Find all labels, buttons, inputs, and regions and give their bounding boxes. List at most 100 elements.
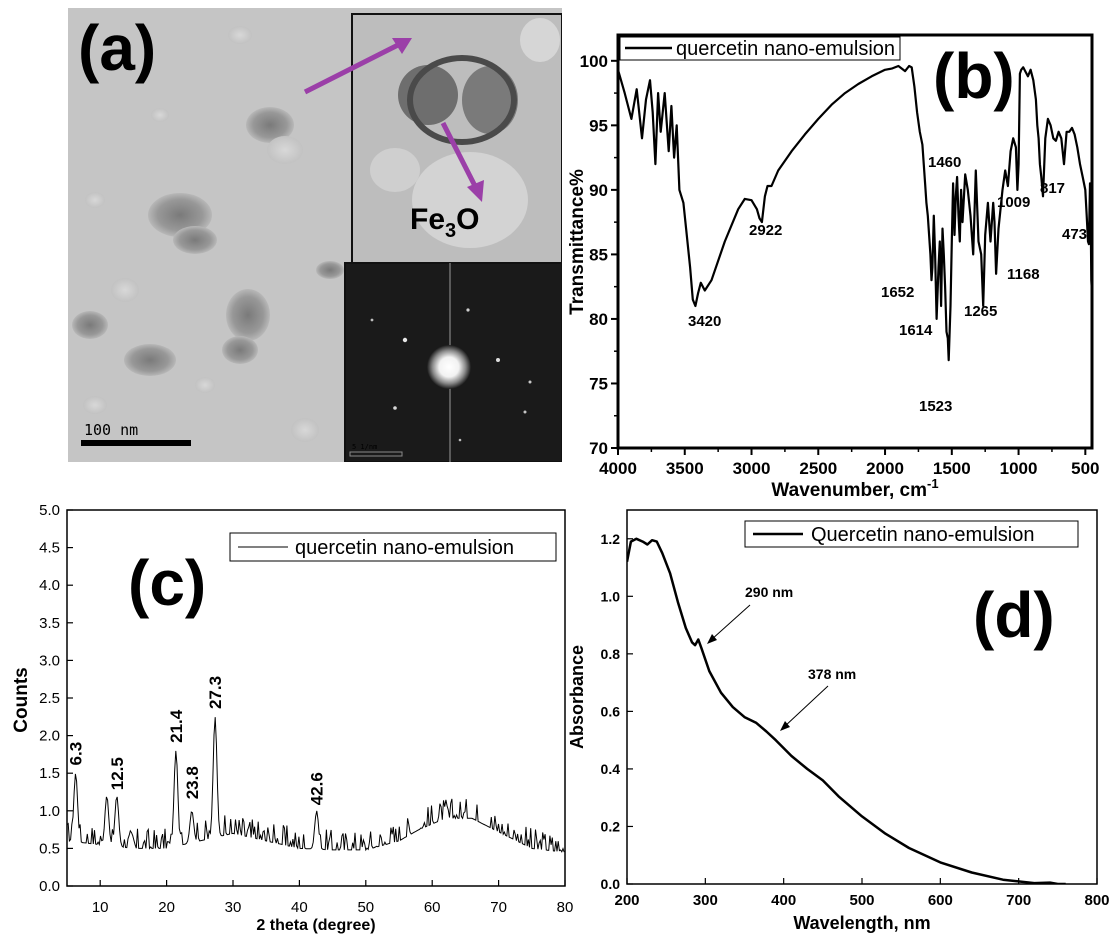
chart-b-ylabel: Transmittance%	[567, 169, 588, 315]
chart-c-peak-label: 27.3	[206, 676, 225, 709]
chart-d-legend-text: Quercetin nano-emulsion	[811, 524, 1034, 546]
chart-d-grid-and-ticks: 200 300 400 500 600 700 800 0.0 0.2 0.4 0.6 0.8 1.0 1…	[601, 531, 1110, 909]
chart-d-ytick-label: 0.4	[601, 761, 621, 777]
peak-label-1168: 1168	[1007, 266, 1040, 283]
chart-d-xtick-label: 200	[614, 892, 639, 909]
chart-c-xtick-label: 30	[225, 899, 242, 916]
peak-label-473: 473	[1062, 226, 1087, 243]
chart-c-legend-text: quercetin nano-emulsion	[295, 537, 514, 559]
chart-b-xtick-label: 1500	[933, 459, 971, 478]
chart-c-ytick-label: 2.5	[39, 690, 60, 707]
chart-c-ytick-label: 4.5	[39, 540, 60, 557]
chart-c-grid-and-ticks: 10 20 30 40 50 60 70 80 0.0 0.5 1.0 1.5 2.0 2.5 3.0 3.5…	[39, 502, 573, 916]
chart-b-frame	[616, 33, 1094, 450]
tem-particle	[222, 336, 258, 364]
tem-particle	[85, 192, 105, 208]
chart-c-xtick-label: 40	[291, 899, 308, 916]
annotation-290nm: 290 nm	[745, 584, 793, 600]
chart-d-ytick-label: 0.6	[601, 703, 621, 719]
panel-d-uvvis-chart: 200 300 400 500 600 700 800 0.0 0.2 0.4 0.6 0.8 1.0 1…	[567, 509, 1110, 933]
peak-label-1460: 1460	[928, 154, 961, 171]
chart-c-peak-label: 21.4	[167, 709, 186, 743]
chart-c-xtick-label: 50	[357, 899, 374, 916]
chart-d-ytick-label: 0.8	[601, 646, 621, 662]
chart-d-ylabel: Absorbance	[567, 645, 587, 749]
chart-c-ytick-label: 4.0	[39, 577, 60, 594]
chart-d-ytick-label: 0.0	[601, 876, 621, 892]
chart-c-ytick-label: 2.0	[39, 728, 60, 745]
chart-d-xlabel: Wavelength, nm	[793, 913, 930, 933]
tem-particle	[124, 344, 176, 376]
tem-particle	[228, 26, 252, 44]
panel-label-c: (c)	[128, 547, 206, 619]
chart-c-xtick-label: 20	[158, 899, 175, 916]
annotation-378nm: 378 nm	[808, 666, 856, 682]
chart-c-peak-labels: 6.3 12.5 21.4 23.8 27.3 42.6	[67, 676, 327, 805]
chart-b-xtick-label: 2500	[799, 459, 837, 478]
tem-particle	[291, 418, 319, 442]
saed-scale-label: 5 1/nm	[352, 443, 377, 451]
chart-d-xtick-label: 800	[1084, 892, 1109, 909]
chart-c-peak-label: 42.6	[308, 772, 327, 805]
chart-c-legend: quercetin nano-emulsion	[229, 532, 557, 562]
tem-scale-bar-label: 100 nm	[84, 421, 138, 439]
tem-particle	[226, 289, 270, 341]
chart-b-xlabel: Wavenumber, cm-1	[771, 476, 938, 501]
chart-b-ytick-label: 85	[589, 245, 608, 264]
chart-c-ytick-label: 3.0	[39, 652, 60, 669]
chart-c-xtick-label: 80	[557, 899, 574, 916]
peak-label-817: 817	[1040, 180, 1065, 197]
chart-b-xtick-label: 3500	[666, 459, 704, 478]
chart-d-xtick-label: 700	[1006, 892, 1031, 909]
tem-particle	[151, 108, 169, 122]
tem-particle	[111, 278, 139, 302]
peak-label-2922: 2922	[749, 222, 782, 239]
chart-d-xtick-label: 600	[928, 892, 953, 909]
peak-label-1265: 1265	[964, 303, 997, 320]
panel-c-xrd-chart: 10 20 30 40 50 60 70 80 0.0 0.5 1.0 1.5 2.0 2.5 3.0 3.5…	[11, 502, 573, 934]
chart-c-ytick-label: 3.5	[39, 615, 60, 632]
chart-d-annotations: 290 nm 378 nm	[707, 584, 856, 731]
chart-c-frame	[66, 509, 566, 887]
chart-b-xtick-label: 3000	[733, 459, 771, 478]
panel-a-tem-image: Fe3O 5 1/nm	[68, 8, 562, 462]
chart-d-ytick-label: 0.2	[601, 818, 621, 834]
chart-c-ytick-label: 1.0	[39, 803, 60, 820]
tem-scale-bar: 100 nm	[81, 421, 191, 446]
chart-b-xtick-label: 4000	[599, 459, 637, 478]
chart-c-ytick-label: 1.5	[39, 765, 60, 782]
peak-label-1652: 1652	[881, 284, 914, 301]
chart-b-ytick-label: 100	[580, 52, 608, 71]
panel-label-a: (a)	[78, 12, 156, 84]
chart-c-xtick-label: 10	[92, 899, 109, 916]
tem-particle	[83, 396, 107, 414]
tem-particle	[316, 261, 344, 279]
zoom-inset: Fe3O	[351, 13, 562, 265]
chart-d-series-line	[627, 537, 1066, 884]
purple-arrows	[303, 38, 484, 202]
tem-particle	[246, 107, 294, 143]
chart-d-xtick-label: 400	[771, 892, 796, 909]
panel-b-ftir-chart: 4000 3500 3000 2500 2000 1500 1000 500 70 75 80 85 9…	[567, 33, 1100, 501]
chart-c-peak-label: 12.5	[108, 757, 127, 790]
chart-d-ytick-label: 1.0	[601, 588, 621, 604]
chart-b-ytick-label: 70	[589, 439, 608, 458]
chart-c-ytick-label: 0.0	[39, 878, 60, 895]
peak-label-1523: 1523	[919, 398, 952, 415]
chart-c-peak-label: 6.3	[67, 742, 86, 766]
peak-label-1614: 1614	[899, 322, 933, 339]
peak-label-1009: 1009	[997, 194, 1030, 211]
chart-b-xtick-label: 1000	[1000, 459, 1038, 478]
chart-d-ytick-label: 1.2	[601, 531, 621, 547]
chart-b-ytick-label: 95	[589, 116, 608, 135]
tem-particle	[72, 311, 108, 339]
chart-b-ytick-label: 80	[589, 310, 608, 329]
chart-d-legend: Quercetin nano-emulsion	[744, 520, 1079, 548]
tem-particle	[195, 377, 215, 393]
chart-b-ytick-label: 75	[589, 374, 608, 393]
chart-d-xtick-label: 500	[849, 892, 874, 909]
fe3o-label: Fe3O	[410, 203, 479, 242]
tem-particle	[173, 226, 217, 254]
chart-c-series-line	[67, 717, 565, 853]
